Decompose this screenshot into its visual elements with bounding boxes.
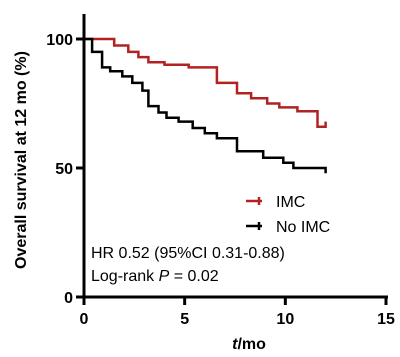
x-tick-label: 5: [180, 311, 189, 328]
series-line-no-imc: [84, 37, 327, 174]
x-tick-label: 10: [276, 311, 294, 328]
ticks-layer: 0 5 10 15 0 50 100: [46, 32, 395, 328]
y-axis-title: Overall survival at 12 mo (%): [13, 51, 30, 269]
hr-annotation: HR 0.52 (95%CI 0.31-0.88): [91, 245, 285, 262]
logrank-annotation: Log-rank P = 0.02: [91, 268, 219, 285]
y-tick-label: 50: [55, 161, 73, 178]
logrank-p: P: [159, 268, 170, 285]
x-axis-title-unit: /mo: [237, 336, 266, 353]
x-tick-label: 0: [80, 311, 89, 328]
legend-label-imc: IMC: [276, 194, 305, 211]
x-axis-title-var: t: [232, 336, 238, 353]
legend: IMC No IMC: [246, 194, 330, 236]
x-axis-title: t/mo: [232, 336, 266, 353]
series-line-imc: [84, 37, 327, 128]
logrank-prefix: Log-rank: [91, 268, 159, 285]
x-tick-label: 15: [377, 311, 395, 328]
logrank-suffix: = 0.02: [169, 268, 218, 285]
y-tick-label: 0: [64, 290, 73, 307]
legend-label-no-imc: No IMC: [276, 219, 330, 236]
y-tick-label: 100: [46, 32, 73, 49]
series-layer: [84, 37, 327, 174]
